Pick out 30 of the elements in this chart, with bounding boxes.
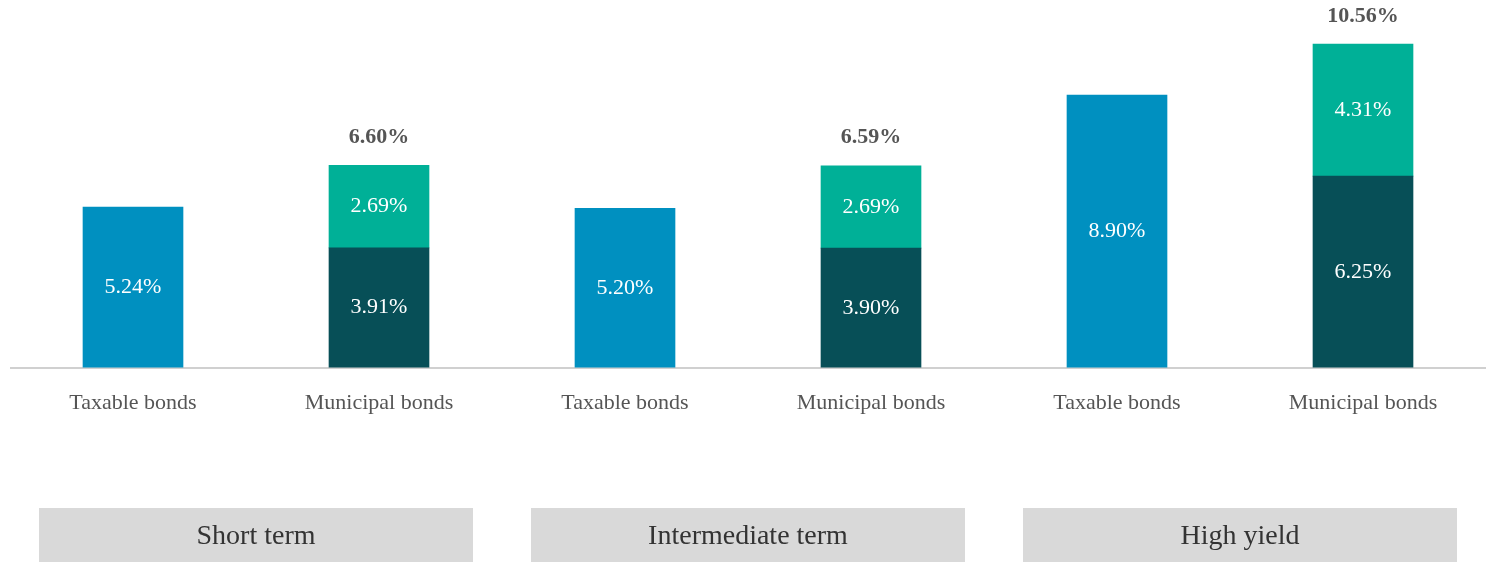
bar [820, 247, 922, 368]
bar [82, 206, 184, 368]
x-tick-label: Taxable bonds [69, 388, 197, 414]
text: Intermediate term [531, 508, 965, 562]
data-label: 5.20% [596, 273, 654, 299]
data-label: 2.69% [350, 192, 408, 218]
bar [1312, 175, 1414, 368]
total-label: 6.59% [840, 123, 902, 149]
bar [328, 247, 430, 368]
x-tick-label: Municipal bonds [796, 388, 946, 414]
x-tick-label: Municipal bonds [304, 388, 454, 414]
bar [820, 165, 922, 249]
bar [1066, 94, 1168, 368]
x-tick-label: Municipal bonds [1288, 388, 1438, 414]
x-tick-label: Taxable bonds [561, 388, 689, 414]
bar [1312, 43, 1414, 177]
total-label: 6.60% [348, 123, 410, 149]
data-label: 5.24% [104, 273, 162, 299]
total-label: 10.56% [1327, 1, 1399, 27]
data-label: 2.69% [842, 192, 900, 218]
bar [328, 165, 430, 249]
data-label: 4.31% [1334, 95, 1392, 121]
data-label: 3.91% [350, 293, 408, 319]
text: High yield [1023, 508, 1457, 562]
data-label: 6.25% [1334, 257, 1392, 283]
bar [574, 207, 676, 368]
x-tick-label: Taxable bonds [1053, 388, 1181, 414]
text: Short term [39, 508, 473, 562]
data-label: 3.90% [842, 293, 900, 319]
data-label: 8.90% [1088, 217, 1146, 243]
